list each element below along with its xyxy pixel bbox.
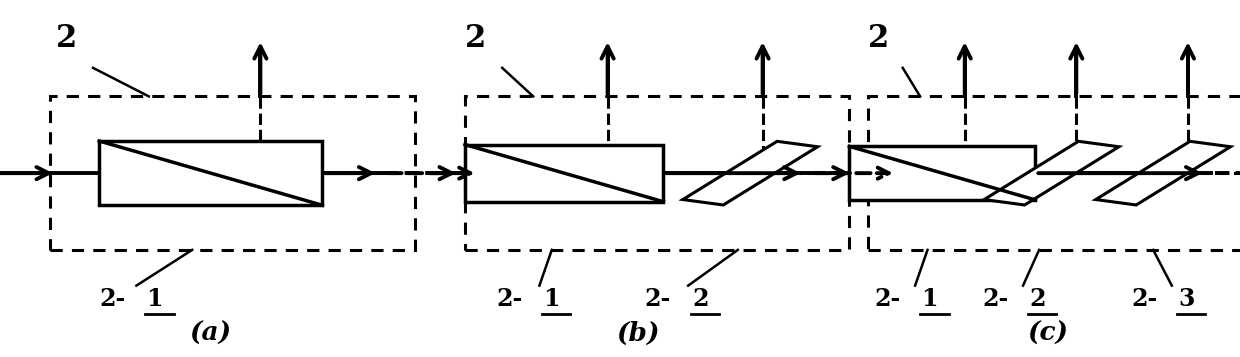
Text: 3: 3: [1178, 287, 1194, 311]
Bar: [99, 141, 322, 205]
Bar: [50, 96, 415, 250]
Text: 2: 2: [692, 287, 708, 311]
Text: 2: 2: [56, 22, 77, 54]
Text: 2: 2: [1029, 287, 1045, 311]
Bar: [985, 141, 1118, 205]
Text: 2-: 2-: [99, 287, 125, 311]
Text: 2-: 2-: [496, 287, 522, 311]
Text: 2-: 2-: [982, 287, 1008, 311]
Bar: [1096, 141, 1230, 205]
Text: 2: 2: [465, 22, 486, 54]
Text: 1: 1: [146, 287, 162, 311]
Text: 2: 2: [868, 22, 889, 54]
Text: (c): (c): [1027, 321, 1069, 346]
Bar: [683, 141, 817, 205]
Text: (a): (a): [190, 321, 232, 346]
Bar: [849, 146, 1035, 200]
Text: 2-: 2-: [645, 287, 671, 311]
Text: 1: 1: [543, 287, 559, 311]
Bar: [465, 96, 849, 250]
Text: 1: 1: [921, 287, 937, 311]
Text: 2-: 2-: [1131, 287, 1157, 311]
Bar: [465, 145, 663, 202]
Text: 2-: 2-: [874, 287, 900, 311]
Text: (b): (b): [616, 321, 661, 346]
Bar: [868, 96, 1240, 250]
